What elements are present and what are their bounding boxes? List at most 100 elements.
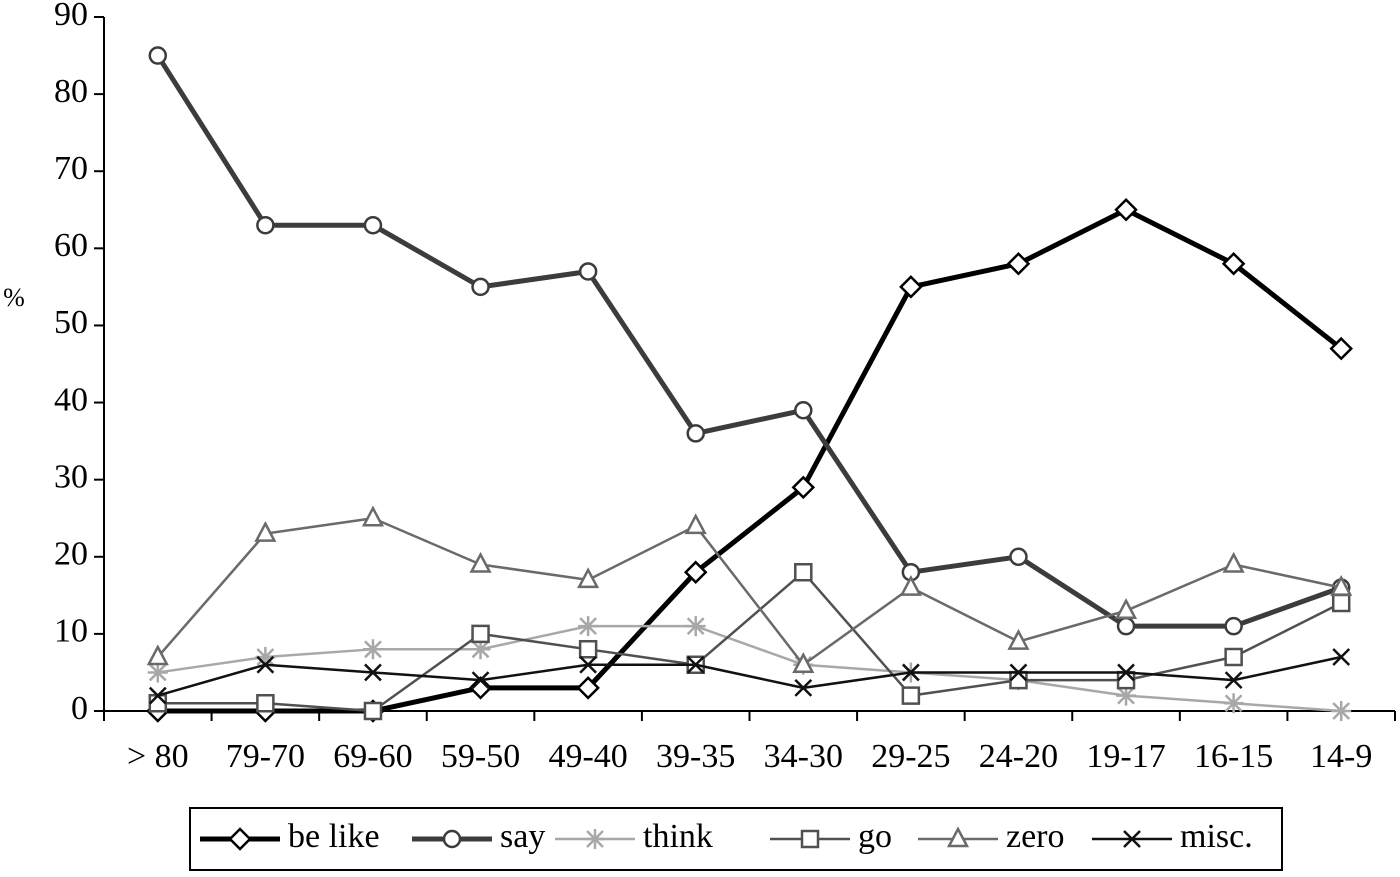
x-tick-label: 29-25: [871, 738, 950, 775]
data-point: [1330, 574, 1353, 596]
data-point: [1332, 648, 1351, 666]
data-point: [468, 676, 493, 700]
data-point: [1009, 670, 1028, 690]
y-tick-label: 40: [54, 381, 88, 418]
x-tick-label: 19-17: [1086, 738, 1165, 775]
x-tick-label: 16-15: [1194, 738, 1273, 775]
data-point: [255, 647, 276, 668]
data-point: [578, 640, 598, 659]
data-point: [148, 694, 168, 713]
data-point: [685, 616, 706, 637]
data-point: [148, 46, 168, 65]
data-point: [148, 686, 167, 705]
legend-marker: [585, 829, 605, 849]
series-line: [155, 54, 1343, 629]
series-line: [157, 570, 1342, 713]
data-point: [471, 277, 490, 297]
legend-label: be like: [288, 818, 380, 855]
x-tick-label: 49-40: [548, 738, 627, 775]
data-point: [576, 676, 600, 700]
data-point: [471, 624, 490, 644]
data-point: [684, 513, 707, 535]
y-tick-label: 10: [54, 613, 88, 650]
data-point: [579, 655, 598, 674]
data-point: [1009, 663, 1028, 682]
y-tick-label: 50: [54, 304, 88, 341]
legend-marker: [228, 827, 252, 851]
x-tick-label: 14-9: [1310, 738, 1372, 775]
data-point: [1006, 251, 1031, 276]
data-point: [683, 560, 708, 584]
data-point: [686, 655, 705, 674]
data-point: [363, 701, 383, 721]
y-tick-label: 30: [54, 458, 88, 495]
legend-label: zero: [1006, 818, 1065, 855]
data-point: [901, 686, 921, 705]
y-tick-label: 90: [54, 0, 88, 33]
series-line: [156, 516, 1342, 666]
data-point: [1114, 598, 1138, 620]
data-point: [362, 639, 383, 660]
legend-label: say: [500, 818, 545, 855]
data-point: [1331, 701, 1352, 721]
series-line: [157, 624, 1342, 713]
data-point: [1114, 198, 1138, 222]
data-point: [364, 663, 382, 682]
legend-label: misc.: [1180, 818, 1253, 855]
series-line: [157, 207, 1343, 714]
data-point: [1224, 671, 1243, 690]
y-tick-label: 0: [71, 690, 88, 727]
data-point: [471, 671, 490, 690]
data-point: [577, 567, 600, 589]
data-point: [256, 655, 275, 674]
y-tick-label: 70: [54, 150, 88, 187]
data-point: [146, 644, 169, 666]
data-point: [1331, 593, 1351, 613]
x-tick-label: 39-35: [656, 738, 735, 775]
legend-marker: [1123, 830, 1141, 848]
data-point: [256, 215, 275, 235]
data-point: [1009, 547, 1028, 567]
data-point: [363, 215, 383, 235]
x-tick-label: > 80: [127, 738, 189, 775]
data-point: [899, 275, 923, 299]
data-point: [901, 663, 920, 682]
data-point: [1224, 616, 1243, 636]
legend-label: think: [643, 818, 713, 855]
data-point: [1116, 616, 1136, 636]
legend-marker: [442, 829, 462, 849]
data-point: [1222, 551, 1245, 573]
data-point: [470, 639, 491, 660]
y-tick-label: 60: [54, 227, 88, 264]
data-point: [792, 652, 815, 673]
data-point: [794, 562, 813, 582]
x-tick-label: 69-60: [333, 738, 412, 775]
legend-marker: [946, 826, 970, 848]
data-point: [794, 401, 813, 420]
legend-box: [189, 807, 1283, 871]
y-axis-label: %: [3, 283, 25, 312]
legend-label: go: [858, 818, 892, 855]
data-point: [791, 475, 816, 500]
x-tick-label: 79-70: [226, 738, 305, 775]
data-point: [1223, 693, 1244, 714]
data-point: [1116, 685, 1137, 706]
data-point: [1224, 647, 1243, 667]
data-point: [794, 678, 813, 697]
data-point: [578, 262, 598, 281]
data-point: [147, 662, 168, 683]
data-point: [254, 520, 277, 542]
data-point: [578, 616, 599, 637]
x-tick-label: 59-50: [441, 738, 520, 775]
data-point: [1221, 251, 1246, 276]
data-point: [899, 574, 922, 596]
data-point: [1329, 336, 1353, 361]
data-point: [361, 505, 385, 527]
data-point: [256, 694, 275, 713]
x-tick-label: 34-30: [764, 738, 843, 775]
y-tick-label: 80: [54, 73, 88, 110]
data-point: [1116, 670, 1136, 690]
data-point: [1117, 663, 1135, 682]
